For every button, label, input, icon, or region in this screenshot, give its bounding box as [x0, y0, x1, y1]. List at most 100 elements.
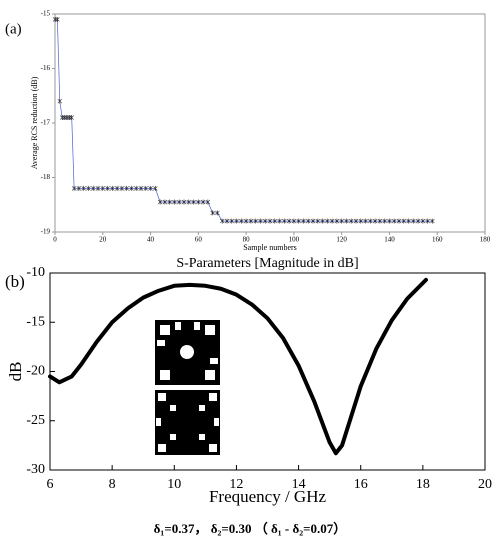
marker: [224, 218, 230, 224]
y-tick-label: -25: [26, 413, 45, 428]
marker: [320, 218, 325, 224]
x-tick-label: 60: [195, 236, 203, 244]
x-tick-label: 20: [478, 477, 492, 492]
pattern-hole: [160, 370, 170, 380]
pattern-hole: [209, 444, 217, 452]
pattern-hole: [180, 345, 194, 359]
marker: [105, 185, 110, 191]
x-axis-label: Sample numbers: [243, 243, 297, 252]
marker: [157, 199, 163, 205]
y-tick-label: -18: [41, 173, 51, 181]
x-tick-label: 16: [354, 477, 368, 492]
marker: [234, 218, 239, 224]
pattern-hole: [205, 325, 215, 335]
marker: [334, 218, 340, 224]
y-tick-label: -15: [41, 10, 51, 18]
marker: [138, 185, 144, 191]
marker: [392, 218, 397, 224]
marker: [430, 218, 435, 224]
marker: [143, 185, 148, 191]
marker: [420, 218, 426, 224]
marker: [57, 98, 62, 104]
pattern-hole: [199, 434, 205, 440]
marker: [243, 218, 249, 224]
x-tick-label: 14: [292, 477, 306, 492]
pattern-hole: [158, 393, 166, 401]
marker: [286, 218, 292, 224]
marker: [177, 199, 182, 205]
marker: [239, 218, 244, 224]
marker: [325, 218, 330, 224]
marker: [76, 185, 82, 191]
y-tick-label: -15: [26, 314, 45, 329]
marker: [306, 218, 311, 224]
marker: [411, 218, 416, 224]
marker: [200, 199, 206, 205]
marker: [215, 210, 220, 216]
marker: [153, 185, 158, 191]
x-tick-label: 10: [167, 477, 181, 492]
marker: [148, 185, 153, 191]
marker: [387, 218, 392, 224]
pattern-hole: [209, 393, 217, 401]
x-tick-label: 80: [243, 236, 251, 244]
plot-frame: [49, 272, 486, 471]
panel-label: (b): [5, 272, 25, 291]
marker: [282, 218, 287, 224]
marker: [358, 218, 363, 224]
marker: [86, 185, 91, 191]
marker: [229, 218, 234, 224]
marker: [272, 218, 277, 224]
marker: [186, 199, 191, 205]
data-line: [54, 19, 433, 222]
marker: [258, 218, 263, 224]
pattern-hole: [158, 444, 166, 452]
caption: δ₁=0.37， δ₂=0.30 （ δ₁ - δ₂=0.07）: [154, 521, 347, 536]
data-line: [48, 277, 428, 456]
marker: [368, 218, 373, 224]
marker: [55, 16, 60, 22]
y-axis-label: dB: [6, 362, 25, 382]
marker: [253, 218, 258, 224]
pattern-hole: [156, 418, 161, 426]
pattern-hole: [160, 325, 170, 335]
pattern-hole: [210, 358, 218, 364]
plot-frame: [54, 13, 486, 233]
marker: [291, 218, 297, 224]
marker: [124, 185, 129, 191]
pattern-hole: [214, 418, 219, 426]
y-axis-label: Average RCS reduction (dB): [30, 76, 39, 169]
marker: [263, 218, 268, 224]
marker: [372, 218, 378, 224]
x-tick-label: 6: [47, 477, 54, 492]
x-tick-label: 140: [384, 236, 395, 244]
y-tick-label: -16: [41, 64, 51, 72]
marker: [382, 218, 387, 224]
marker: [401, 218, 406, 224]
marker: [95, 185, 101, 191]
pattern-hole: [170, 405, 176, 411]
marker: [162, 199, 168, 205]
marker: [167, 199, 172, 205]
marker: [344, 218, 349, 224]
pattern-hole: [194, 322, 200, 330]
marker: [296, 218, 301, 224]
marker: [301, 218, 306, 224]
marker: [110, 185, 115, 191]
y-tick-label: -20: [26, 364, 45, 379]
x-tick-label: 100: [289, 236, 300, 244]
marker: [377, 218, 383, 224]
y-tick-label: -30: [26, 462, 45, 477]
marker: [129, 185, 134, 191]
marker: [205, 199, 211, 205]
marker: [220, 218, 225, 224]
marker: [81, 185, 86, 191]
marker: [396, 218, 402, 224]
x-tick-label: 160: [432, 236, 443, 244]
marker: [315, 218, 320, 224]
marker: [91, 185, 96, 191]
x-tick-label: 120: [336, 236, 347, 244]
x-tick-label: 180: [480, 236, 491, 244]
marker: [277, 218, 282, 224]
